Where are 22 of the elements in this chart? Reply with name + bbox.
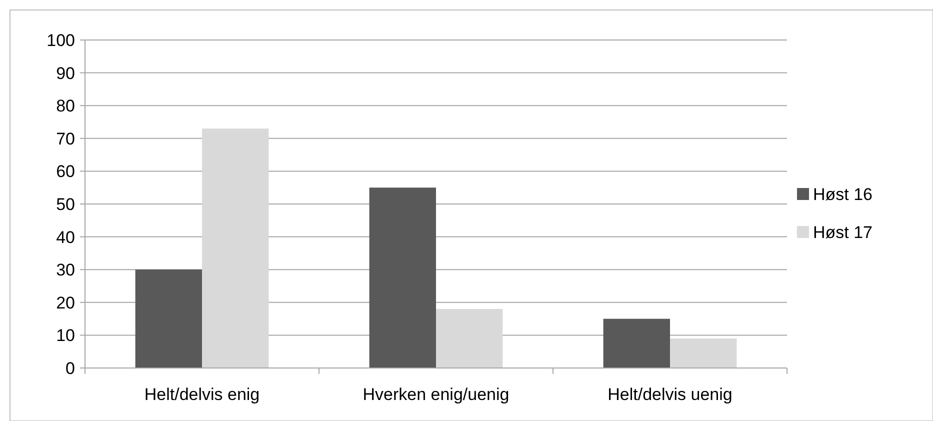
y-tick-label: 90 [56, 64, 75, 83]
y-tick-label: 50 [56, 194, 75, 214]
legend-label: Høst 16 [813, 184, 873, 204]
y-tick-label: 40 [56, 228, 75, 247]
y-tick-label: 60 [56, 162, 75, 182]
y-tick-label: 10 [56, 326, 75, 346]
y-tick-label: 20 [56, 293, 75, 312]
y-tick-label: 30 [56, 260, 75, 280]
bar [603, 318, 670, 368]
y-tick-label: 80 [56, 96, 75, 116]
x-tick-label: Helt/delvis uenig [608, 385, 732, 404]
bar [135, 270, 202, 368]
y-tick-label: 100 [46, 30, 75, 50]
x-tick-label: Helt/delvis enig [144, 385, 260, 404]
bar [202, 128, 269, 368]
bar [436, 308, 503, 368]
y-tick-label: 70 [56, 129, 75, 148]
y-tick-label: 0 [66, 358, 75, 378]
bar [369, 188, 436, 368]
legend-label: Høst 17 [813, 222, 873, 242]
x-tick-label: Hverken enig/uenig [362, 385, 510, 404]
bar [670, 338, 737, 368]
